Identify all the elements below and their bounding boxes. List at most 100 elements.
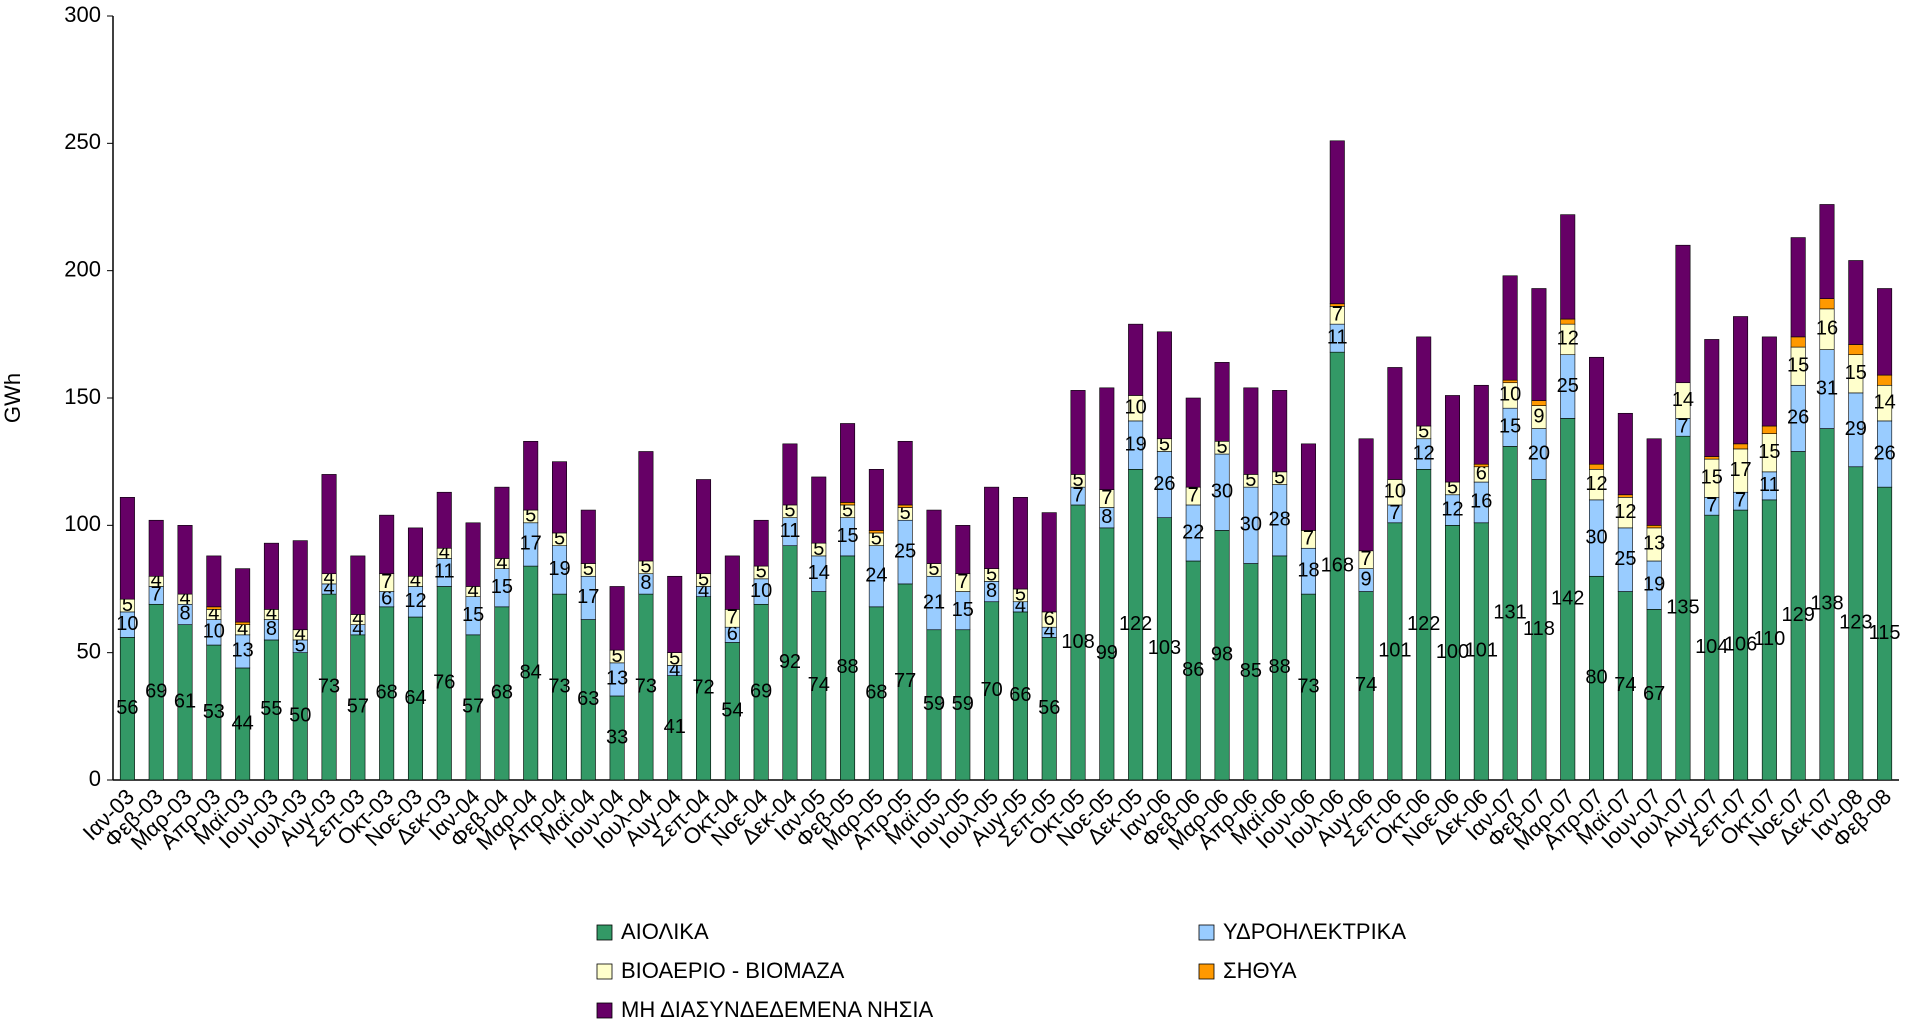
legend-label: ΑΙΟΛΙΚΑ bbox=[621, 919, 709, 944]
data-label: 108 bbox=[1061, 631, 1094, 653]
bar-segment bbox=[292, 540, 308, 631]
bar-segment bbox=[811, 476, 827, 544]
data-label: 63 bbox=[577, 688, 599, 710]
bar-segment bbox=[1156, 331, 1172, 440]
data-label: 14 bbox=[1672, 389, 1694, 411]
bar-segment bbox=[1790, 336, 1806, 348]
data-label: 4 bbox=[468, 580, 479, 602]
data-label: 7 bbox=[1188, 484, 1199, 506]
data-label: 5 bbox=[813, 538, 824, 560]
data-label: 103 bbox=[1148, 637, 1181, 659]
data-label: 4 bbox=[1044, 621, 1055, 643]
data-label: 28 bbox=[1269, 509, 1291, 531]
data-label: 21 bbox=[923, 591, 945, 613]
bar-segment bbox=[523, 440, 539, 511]
data-label: 26 bbox=[1153, 473, 1175, 495]
data-label: 7 bbox=[957, 571, 968, 593]
bar-segment bbox=[580, 509, 596, 564]
data-label: 16 bbox=[1470, 491, 1492, 513]
data-label: 7 bbox=[1735, 489, 1746, 511]
data-label: 15 bbox=[1758, 441, 1780, 463]
data-label: 8 bbox=[266, 618, 277, 640]
data-label: 10 bbox=[1499, 384, 1521, 406]
data-label: 7 bbox=[1303, 528, 1314, 550]
bar-segment bbox=[1704, 456, 1720, 460]
data-label: 5 bbox=[640, 556, 651, 578]
data-label: 101 bbox=[1465, 640, 1498, 662]
bar-segment bbox=[868, 530, 884, 534]
data-label: 68 bbox=[491, 682, 513, 704]
bar-segment bbox=[1473, 384, 1489, 465]
bar-segment bbox=[1473, 463, 1489, 468]
data-label: 5 bbox=[871, 528, 882, 550]
bar-segment bbox=[638, 451, 654, 562]
bar-segment bbox=[1272, 390, 1288, 473]
data-label: 5 bbox=[900, 502, 911, 524]
bar-segment bbox=[206, 555, 222, 608]
data-label: 12 bbox=[1614, 501, 1636, 523]
data-label: 30 bbox=[1211, 481, 1233, 503]
data-label: 22 bbox=[1182, 521, 1204, 543]
data-label: 29 bbox=[1845, 418, 1867, 440]
bar-segment bbox=[926, 509, 942, 564]
data-label: 10 bbox=[1125, 396, 1147, 418]
data-label: 88 bbox=[1269, 656, 1291, 678]
bar-segment bbox=[667, 575, 683, 653]
bar-segment bbox=[206, 606, 222, 610]
data-label: 14 bbox=[808, 562, 830, 584]
data-label: 5 bbox=[928, 558, 939, 580]
bar-segment bbox=[753, 519, 769, 567]
legend-label: ΣΗΘΥΑ bbox=[1223, 958, 1297, 983]
data-label: 55 bbox=[260, 698, 282, 720]
data-label: 7 bbox=[381, 571, 392, 593]
data-label: 56 bbox=[116, 697, 138, 719]
data-label: 7 bbox=[1332, 304, 1343, 326]
bar-segment bbox=[1531, 288, 1547, 401]
data-label: 73 bbox=[635, 675, 657, 697]
data-label: 12 bbox=[1585, 473, 1607, 495]
data-label: 123 bbox=[1839, 612, 1872, 634]
bar-segment bbox=[1819, 298, 1835, 310]
bar-segment bbox=[1329, 140, 1345, 305]
data-label: 20 bbox=[1528, 442, 1550, 464]
data-label: 4 bbox=[237, 618, 248, 640]
data-label: 5 bbox=[842, 500, 853, 522]
data-label: 68 bbox=[376, 682, 398, 704]
bar-segment bbox=[840, 423, 856, 503]
y-tick-label: 200 bbox=[64, 256, 101, 281]
data-label: 138 bbox=[1810, 593, 1843, 615]
data-label: 135 bbox=[1666, 596, 1699, 618]
bar-segment bbox=[1300, 443, 1316, 531]
data-label: 67 bbox=[1643, 683, 1665, 705]
legend-label: ΥΔΡΟΗΛΕΚΤΡΙΚΑ bbox=[1223, 919, 1406, 944]
data-label: 74 bbox=[808, 674, 830, 696]
data-label: 13 bbox=[606, 668, 628, 690]
data-label: 115 bbox=[1869, 622, 1901, 644]
data-label: 13 bbox=[1643, 533, 1665, 555]
data-label: 6 bbox=[727, 623, 738, 645]
data-label: 10 bbox=[203, 621, 225, 643]
bar-segment bbox=[494, 486, 510, 559]
data-label: 72 bbox=[692, 677, 714, 699]
bar-segment bbox=[1358, 438, 1374, 552]
data-label: 101 bbox=[1378, 640, 1411, 662]
bar-segment bbox=[1704, 339, 1720, 457]
data-label: 122 bbox=[1119, 613, 1152, 635]
data-label: 168 bbox=[1321, 554, 1354, 576]
legend-swatch bbox=[596, 1002, 613, 1019]
data-label: 5 bbox=[612, 645, 623, 667]
data-label: 4 bbox=[266, 603, 277, 625]
bar-segment bbox=[1185, 397, 1201, 488]
bar-segment bbox=[1329, 303, 1345, 307]
bar-segment bbox=[897, 440, 913, 506]
data-label: 7 bbox=[1101, 487, 1112, 509]
bar-segment bbox=[1761, 425, 1777, 434]
bar-segment bbox=[1848, 344, 1864, 356]
data-label: 106 bbox=[1724, 633, 1757, 655]
data-label: 11 bbox=[1327, 326, 1348, 348]
bar-segment bbox=[436, 491, 452, 549]
bar-segment bbox=[1560, 214, 1576, 320]
data-label: 31 bbox=[1816, 377, 1838, 399]
data-label: 5 bbox=[1245, 469, 1256, 491]
